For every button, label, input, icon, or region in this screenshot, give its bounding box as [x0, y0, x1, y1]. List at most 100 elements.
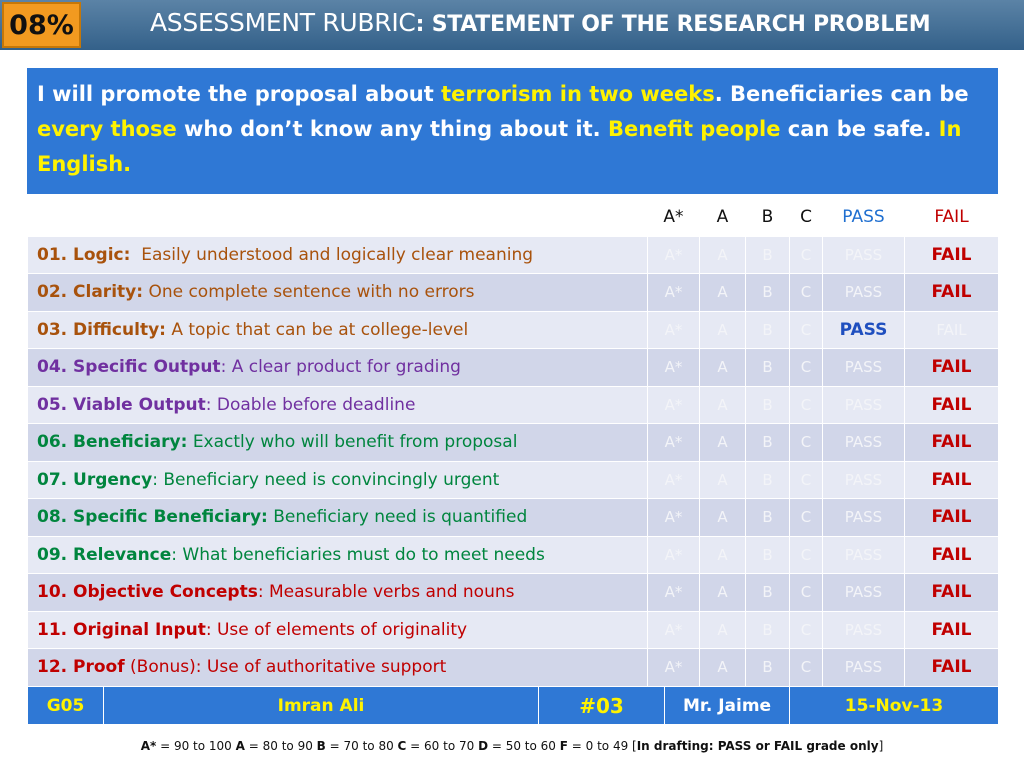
grade-cell-a-star[interactable]: A* — [647, 310, 700, 349]
grade-cell-c[interactable]: C — [789, 498, 823, 537]
criterion-name: 04. Specific Output — [37, 357, 221, 378]
grade-cell-a-star[interactable]: A* — [647, 648, 700, 687]
grade-cell-pass[interactable]: PASS — [822, 573, 905, 612]
legend-f-label: F — [559, 739, 568, 753]
grade-cell-b[interactable]: B — [745, 535, 790, 574]
grade-cell-pass[interactable]: PASS — [822, 648, 905, 687]
grade-cell-a[interactable]: A — [699, 648, 746, 687]
grade-cell-c[interactable]: C — [789, 310, 823, 349]
student-name: Imran Ali — [103, 686, 539, 725]
grade-cell-a[interactable]: A — [699, 273, 746, 312]
grade-cell-pass[interactable]: PASS — [822, 235, 905, 274]
grade-cell-a[interactable]: A — [699, 385, 746, 424]
grade-cell-fail[interactable]: FAIL — [904, 648, 999, 687]
grade-cell-a[interactable]: A — [699, 573, 746, 612]
page-title: ASSESSMENT RUBRIC: STATEMENT OF THE RESE… — [150, 8, 931, 37]
grade-cell-fail[interactable]: FAIL — [904, 423, 999, 462]
grade-cell-b[interactable]: B — [745, 610, 790, 649]
grade-cell-a-star[interactable]: A* — [647, 385, 700, 424]
criterion-separator: : — [205, 394, 217, 415]
problem-text-3: who don’t know any thing about it. — [176, 117, 608, 141]
grade-cell-pass[interactable]: PASS — [822, 535, 905, 574]
criterion-description: What beneficiaries must do to meet needs — [182, 544, 545, 565]
criterion-name: 01. Logic: — [37, 244, 131, 265]
grade-cell-c[interactable]: C — [789, 385, 823, 424]
grade-cell-c[interactable]: C — [789, 235, 823, 274]
grade-cell-b[interactable]: B — [745, 348, 790, 387]
problem-text-2: . Beneficiaries can be — [714, 82, 969, 106]
grade-cell-a-star[interactable]: A* — [647, 498, 700, 537]
criterion-row: 06. Beneficiary: Exactly who will benefi… — [27, 423, 999, 462]
grade-cell-c[interactable]: C — [789, 610, 823, 649]
grade-cell-a-star[interactable]: A* — [647, 348, 700, 387]
grade-cell-pass[interactable]: PASS — [822, 273, 905, 312]
grade-cell-c[interactable]: C — [789, 460, 823, 499]
grade-cell-fail[interactable]: FAIL — [904, 535, 999, 574]
grade-cell-a[interactable]: A — [699, 235, 746, 274]
criterion-row: 09. Relevance: What beneficiaries must d… — [27, 535, 999, 574]
criterion-label: 12. Proof (Bonus): Use of authoritative … — [27, 648, 648, 687]
grade-cell-b[interactable]: B — [745, 460, 790, 499]
legend-d-label: D — [478, 739, 489, 753]
grade-cell-fail[interactable]: FAIL — [904, 273, 999, 312]
grade-cell-a[interactable]: A — [699, 610, 746, 649]
grade-cell-a-star[interactable]: A* — [647, 273, 700, 312]
criterion-label: 01. Logic: Easily understood and logical… — [27, 235, 648, 274]
grade-cell-a[interactable]: A — [699, 460, 746, 499]
grade-cell-c[interactable]: C — [789, 573, 823, 612]
grade-cell-a[interactable]: A — [699, 535, 746, 574]
grade-cell-a-star[interactable]: A* — [647, 610, 700, 649]
grade-cell-b[interactable]: B — [745, 648, 790, 687]
title-prefix: ASSESSMENT RUBRIC — [150, 8, 416, 37]
grade-cell-pass[interactable]: PASS — [822, 460, 905, 499]
criterion-description: Easily understood and logically clear me… — [141, 244, 534, 265]
criterion-description: One complete sentence with no errors — [148, 282, 475, 303]
grade-cell-fail[interactable]: FAIL — [904, 498, 999, 537]
grade-cell-c[interactable]: C — [789, 348, 823, 387]
grade-cell-a[interactable]: A — [699, 348, 746, 387]
grade-cell-fail[interactable]: FAIL — [904, 573, 999, 612]
footer-bar: G05 Imran Ali #03 Mr. Jaime 15-Nov-13 — [27, 686, 999, 725]
grade-cell-c[interactable]: C — [789, 648, 823, 687]
grade-cell-a-star[interactable]: A* — [647, 460, 700, 499]
criterion-separator: : — [220, 357, 232, 378]
grade-cell-a[interactable]: A — [699, 423, 746, 462]
grade-cell-a-star[interactable]: A* — [647, 423, 700, 462]
grade-cell-c[interactable]: C — [789, 423, 823, 462]
grade-cell-fail[interactable]: FAIL — [904, 235, 999, 274]
grade-cell-pass[interactable]: PASS — [822, 498, 905, 537]
grade-cell-fail[interactable]: FAIL — [904, 348, 999, 387]
grade-cell-b[interactable]: B — [745, 385, 790, 424]
grade-cell-pass[interactable]: PASS — [822, 348, 905, 387]
grade-cell-b[interactable]: B — [745, 573, 790, 612]
grade-cell-fail[interactable]: FAIL — [904, 310, 999, 349]
grade-cell-c[interactable]: C — [789, 535, 823, 574]
criterion-separator: : — [205, 619, 217, 640]
grade-cell-b[interactable]: B — [745, 310, 790, 349]
legend-a-range: = 80 to 90 — [244, 739, 317, 753]
grade-cell-pass[interactable]: PASS — [822, 610, 905, 649]
grade-cell-a-star[interactable]: A* — [647, 235, 700, 274]
grade-cell-pass[interactable]: PASS — [822, 423, 905, 462]
grade-cell-b[interactable]: B — [745, 498, 790, 537]
legend-a-label: A — [235, 739, 245, 753]
grade-cell-a-star[interactable]: A* — [647, 573, 700, 612]
grade-cell-a[interactable]: A — [699, 498, 746, 537]
grade-cell-b[interactable]: B — [745, 235, 790, 274]
criterion-name: 06. Beneficiary: — [37, 432, 188, 453]
legend-b-label: B — [316, 739, 326, 753]
grade-cell-fail[interactable]: FAIL — [904, 460, 999, 499]
grade-cell-a-star[interactable]: A* — [647, 535, 700, 574]
criterion-label: 08. Specific Beneficiary: Beneficiary ne… — [27, 498, 648, 537]
legend-d-range: = 50 to 60 — [488, 739, 560, 753]
grade-cell-pass[interactable]: PASS — [822, 385, 905, 424]
grade-cell-b[interactable]: B — [745, 423, 790, 462]
grade-cell-pass[interactable]: PASS — [822, 310, 905, 349]
criterion-label: 10. Objective Concepts: Measurable verbs… — [27, 573, 648, 612]
criterion-name: 10. Objective Concepts — [37, 582, 258, 603]
grade-cell-a[interactable]: A — [699, 310, 746, 349]
grade-cell-b[interactable]: B — [745, 273, 790, 312]
grade-cell-c[interactable]: C — [789, 273, 823, 312]
grade-cell-fail[interactable]: FAIL — [904, 385, 999, 424]
grade-cell-fail[interactable]: FAIL — [904, 610, 999, 649]
